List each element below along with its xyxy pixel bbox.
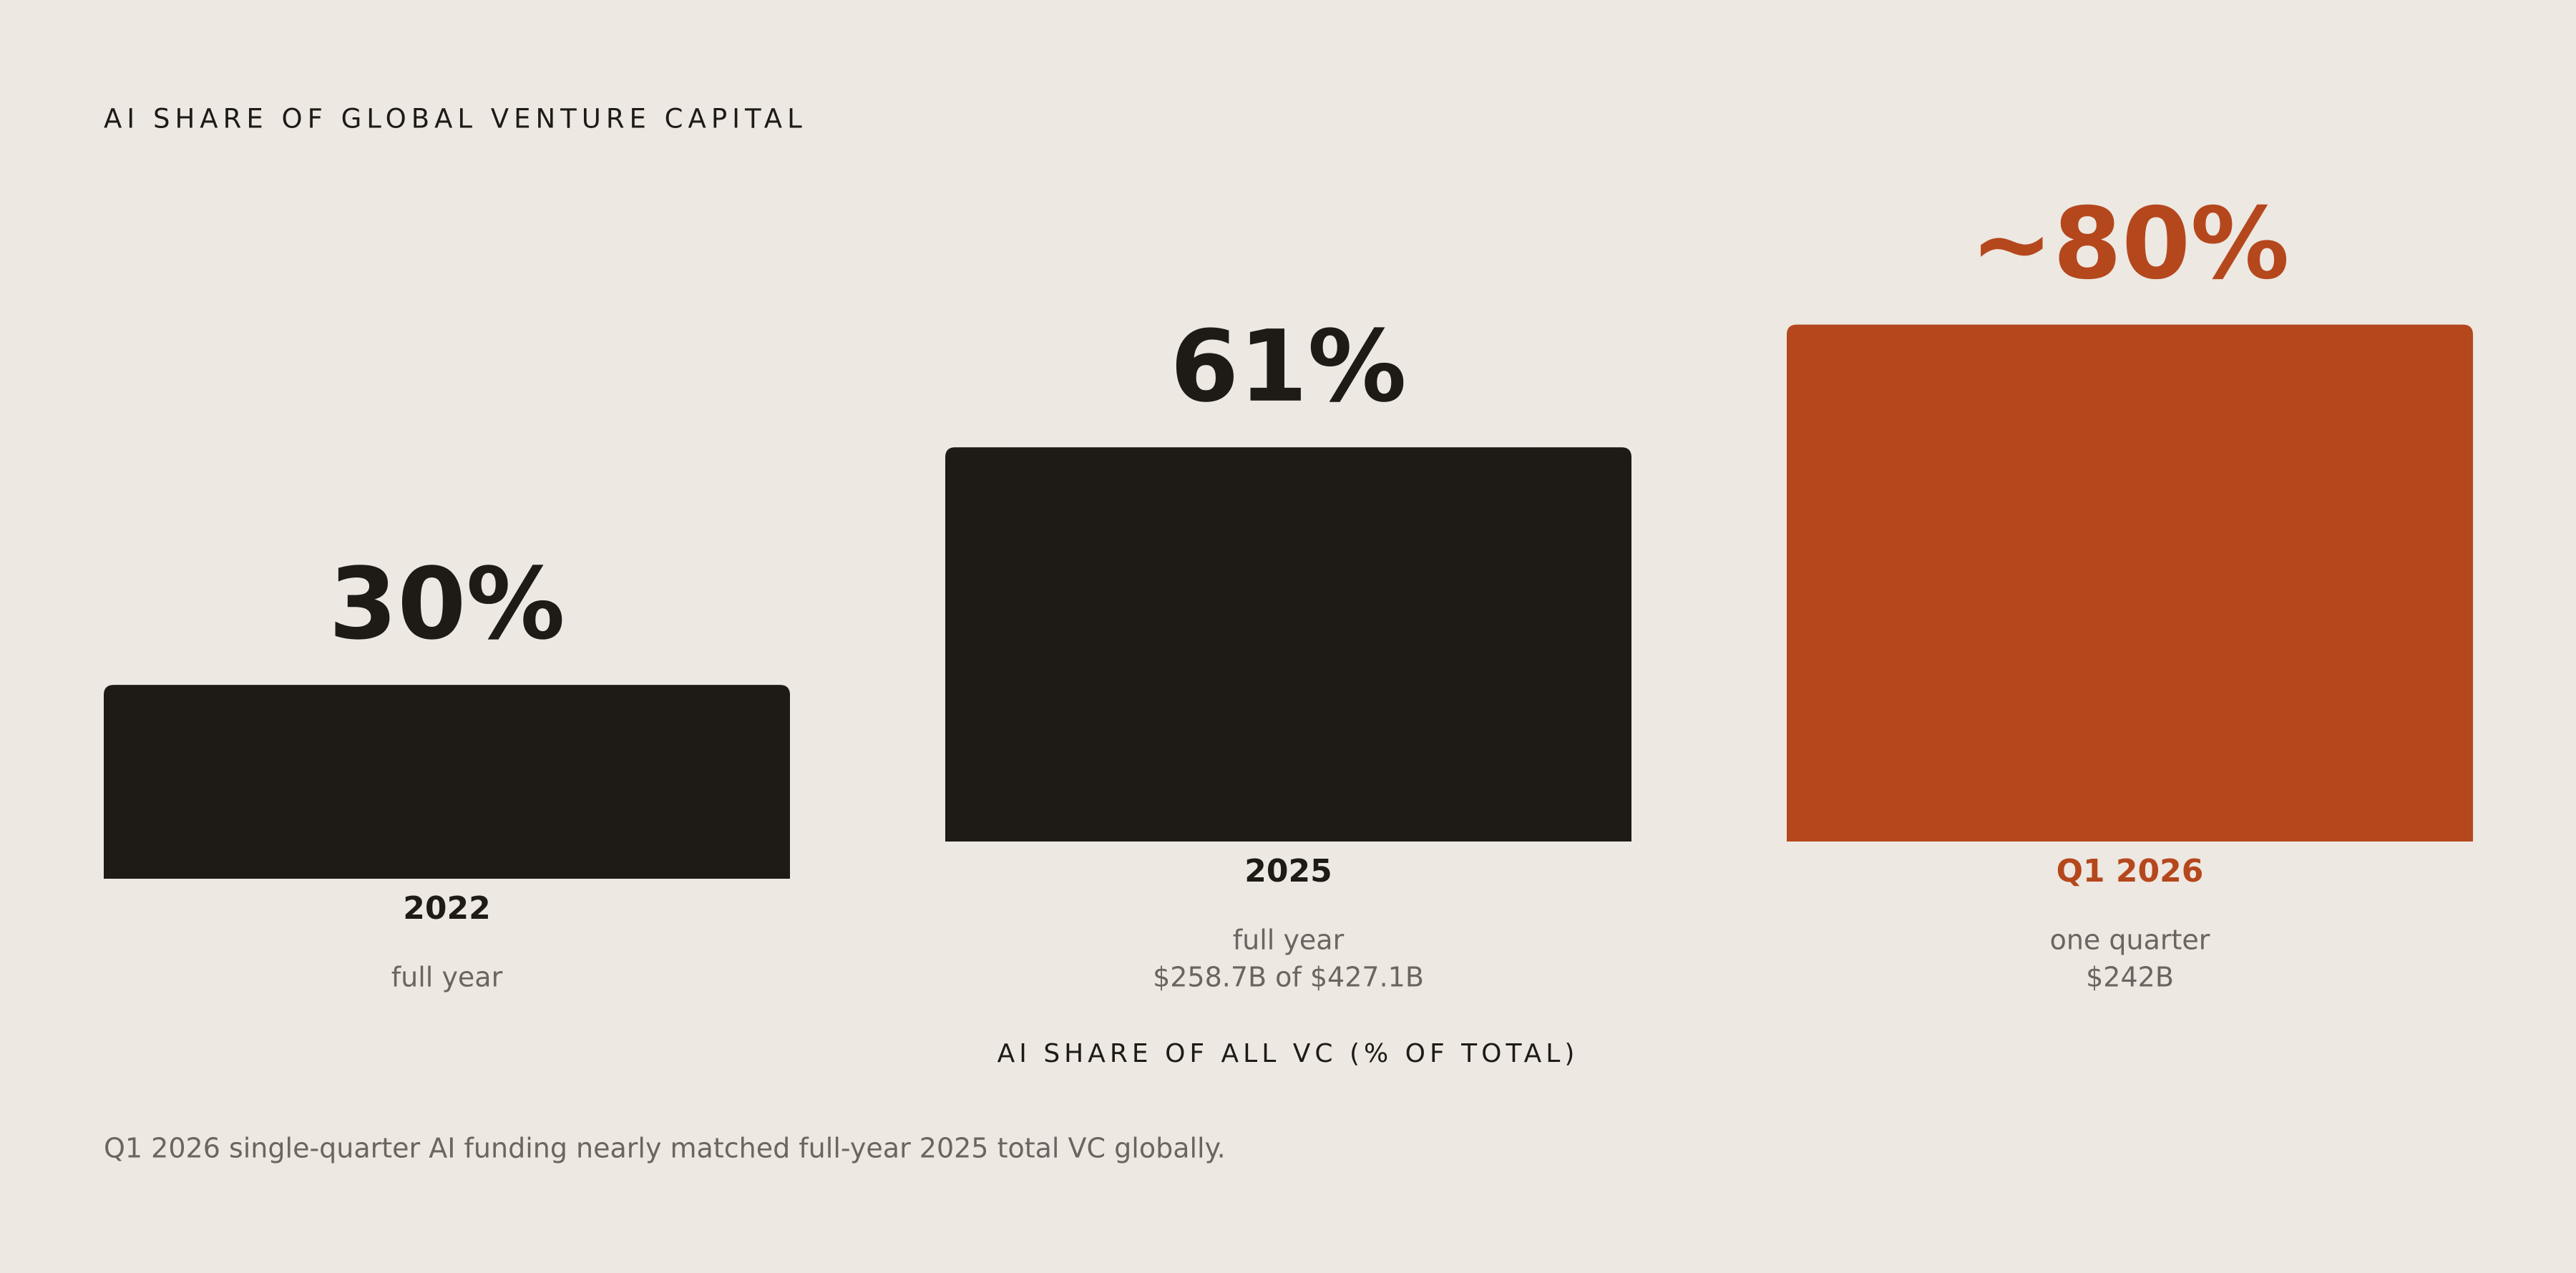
value-label: 30% [328,547,565,662]
bar-note: full year [1233,925,1345,956]
x-tick-label: 2025 [1244,853,1332,889]
bar [945,447,1631,842]
bar [104,685,790,879]
footnote: Q1 2026 single-quarter AI funding nearly… [104,1133,1226,1164]
bar-note: $242B [2086,962,2174,993]
x-axis-label: AI SHARE OF ALL VC (% OF TOTAL) [997,1039,1579,1068]
value-label: ~80% [1971,186,2290,301]
x-tick-label: 2022 [403,890,490,927]
bar-note: one quarter [2050,925,2210,956]
x-tick-label: Q1 2026 [2057,853,2204,889]
value-label: 61% [1170,309,1406,424]
bar [1787,324,2473,842]
chart-title: AI SHARE OF GLOBAL VENTURE CAPITAL [104,104,807,135]
bar-note: $258.7B of $427.1B [1153,962,1424,993]
bar-note: full year [391,962,503,993]
